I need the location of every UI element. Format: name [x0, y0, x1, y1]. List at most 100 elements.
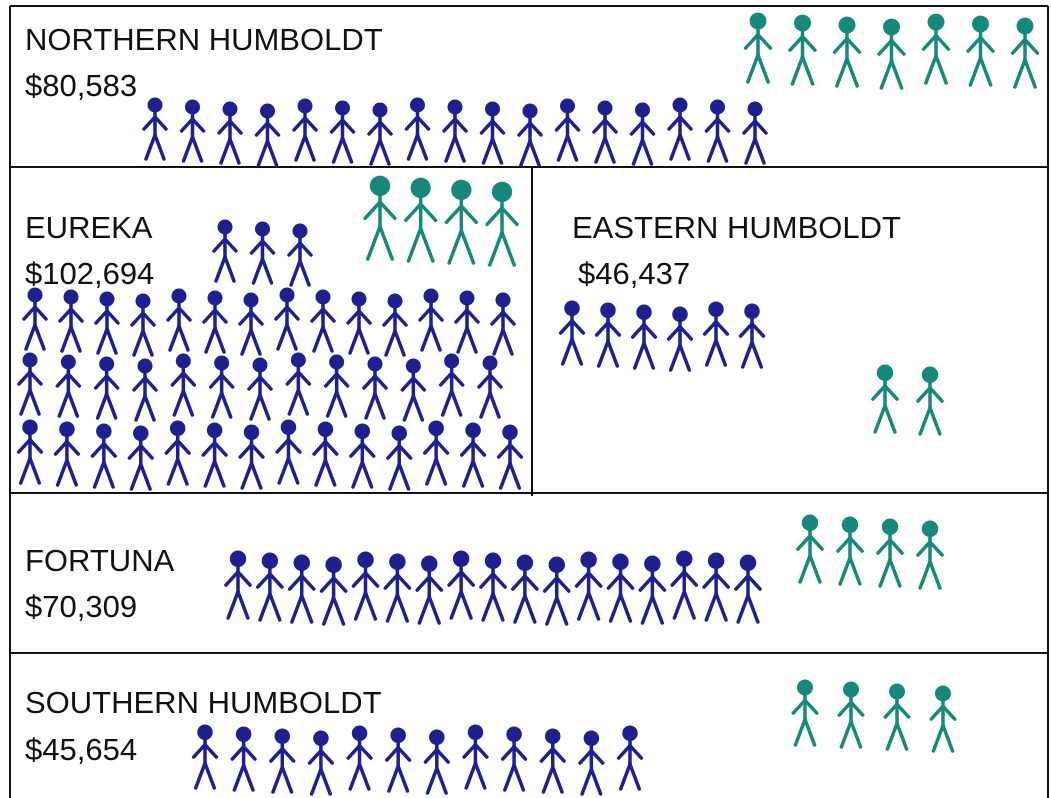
arm — [191, 742, 207, 759]
arm — [742, 119, 757, 135]
arm — [418, 306, 433, 322]
arm — [357, 743, 373, 760]
leg — [449, 389, 463, 417]
arm — [746, 574, 762, 591]
leg — [240, 328, 253, 356]
arm — [143, 376, 158, 392]
arm — [319, 576, 336, 593]
leg — [669, 133, 682, 161]
person-icon — [442, 99, 468, 163]
person-icon — [734, 554, 762, 624]
leg — [425, 766, 439, 795]
leg — [523, 593, 537, 624]
arm — [429, 306, 444, 322]
arm — [928, 386, 944, 403]
arm — [1023, 37, 1040, 55]
person-icon — [877, 18, 906, 90]
leg — [415, 133, 429, 161]
leg — [69, 325, 82, 353]
arm — [753, 119, 768, 135]
arm — [616, 743, 632, 760]
arm — [298, 241, 313, 257]
arm — [876, 538, 892, 555]
arm — [589, 748, 605, 765]
head — [467, 724, 484, 740]
arm — [539, 746, 555, 763]
arm — [791, 698, 807, 715]
person-icon — [479, 101, 506, 165]
person-icon — [53, 421, 81, 487]
leg — [294, 134, 307, 162]
arm — [574, 571, 591, 588]
person-icon — [462, 724, 489, 790]
head — [672, 97, 688, 113]
leg — [462, 459, 475, 488]
leg — [878, 557, 892, 588]
leg — [492, 328, 505, 356]
head — [672, 306, 688, 322]
head — [351, 291, 367, 307]
head — [921, 366, 939, 383]
arm — [462, 742, 478, 759]
arm — [418, 202, 438, 223]
head — [797, 679, 813, 696]
person-icon — [578, 730, 605, 796]
person-icon — [346, 291, 372, 355]
head — [635, 102, 650, 118]
leg — [321, 325, 334, 353]
head — [60, 354, 76, 370]
leg — [541, 765, 555, 794]
arm — [442, 117, 457, 133]
person-icon — [423, 420, 450, 486]
person-icon — [616, 725, 644, 791]
arm — [592, 118, 607, 134]
arm — [704, 117, 720, 133]
arm — [438, 371, 454, 387]
arm — [312, 439, 328, 456]
leg — [104, 392, 118, 420]
arm — [223, 237, 238, 253]
head — [260, 103, 275, 119]
arm — [796, 534, 812, 551]
leg — [348, 762, 362, 791]
arm — [883, 702, 899, 719]
head — [548, 556, 565, 573]
head — [197, 724, 213, 740]
person-icon — [500, 726, 528, 792]
arm — [511, 574, 527, 591]
arm — [269, 746, 285, 763]
arm — [286, 437, 302, 454]
person-icon — [415, 555, 444, 625]
leg — [447, 228, 464, 265]
leg — [102, 460, 115, 489]
person-icon — [58, 289, 84, 353]
arm — [55, 372, 71, 388]
arm — [94, 309, 109, 325]
person-icon — [55, 354, 82, 418]
region-value: $70,309 — [25, 589, 137, 624]
person-icon — [22, 287, 48, 351]
arm — [190, 117, 206, 133]
leg — [556, 134, 570, 162]
arm — [459, 204, 478, 225]
arm — [104, 374, 120, 390]
person-icon — [542, 556, 571, 626]
arm — [296, 370, 312, 386]
leg — [519, 139, 532, 167]
head — [297, 98, 313, 114]
arm — [803, 698, 819, 715]
leg — [642, 341, 656, 370]
arm — [738, 321, 754, 338]
head — [59, 421, 75, 437]
person-icon — [929, 685, 957, 753]
person-icon — [179, 99, 206, 163]
head — [96, 423, 112, 439]
arm — [678, 324, 694, 341]
arm — [800, 34, 817, 52]
head — [516, 554, 534, 571]
leg — [491, 591, 505, 622]
head — [495, 292, 511, 308]
person-icon — [447, 550, 475, 620]
arm — [490, 119, 506, 135]
head — [207, 290, 223, 306]
